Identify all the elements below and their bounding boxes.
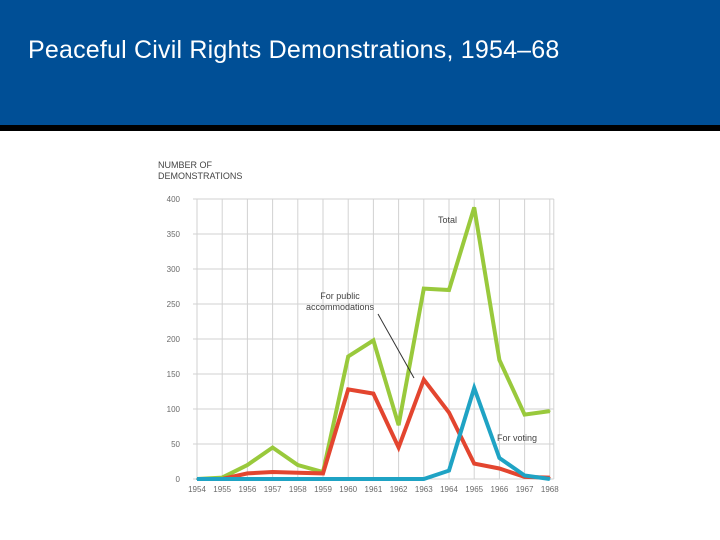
x-tick-label: 1965	[465, 485, 483, 494]
x-tick-label: 1966	[491, 485, 509, 494]
data-point-voting	[246, 478, 249, 480]
data-point-total	[523, 413, 526, 416]
data-point-public-accommodations	[297, 471, 299, 474]
x-tick-label: 1956	[239, 485, 257, 494]
data-point-voting	[423, 478, 425, 480]
data-point-voting	[196, 478, 198, 480]
y-tick-label: 350	[167, 230, 181, 239]
data-point-voting	[448, 469, 450, 472]
y-tick-label: 50	[171, 440, 180, 449]
data-point-voting	[322, 478, 324, 480]
x-tick-label: 1960	[339, 485, 357, 494]
data-point-voting	[297, 478, 299, 480]
data-point-total	[347, 355, 350, 358]
data-point-total	[423, 287, 425, 290]
data-point-public-accommodations	[473, 462, 476, 465]
y-tick-label: 100	[167, 405, 181, 414]
x-tick-label: 1957	[264, 485, 282, 494]
data-point-public-accommodations	[246, 472, 249, 475]
x-tick-label: 1958	[289, 485, 307, 494]
annotation-leader-line	[377, 313, 415, 379]
data-point-total	[498, 359, 501, 361]
y-tick-label: 250	[167, 300, 181, 309]
data-point-total	[271, 446, 274, 449]
data-point-voting	[221, 478, 223, 480]
slide-title: Peaceful Civil Rights Demonstrations, 19…	[28, 36, 560, 64]
y-tick-label: 300	[167, 265, 181, 274]
x-tick-label: 1968	[541, 485, 559, 494]
data-point-voting	[549, 478, 551, 480]
title-bar: Peaceful Civil Rights Demonstrations, 19…	[0, 0, 720, 125]
x-tick-label: 1967	[516, 485, 534, 494]
data-point-public-accommodations	[322, 472, 324, 475]
x-tick-label: 1954	[188, 485, 206, 494]
data-point-public-accommodations	[271, 471, 274, 473]
data-point-voting	[397, 478, 400, 480]
title-divider	[0, 125, 720, 131]
x-tick-label: 1955	[213, 485, 231, 494]
x-tick-label: 1964	[440, 485, 458, 494]
data-point-voting	[523, 474, 526, 477]
data-point-voting	[347, 478, 350, 480]
annotation-public-accommodations: For public	[320, 291, 360, 301]
chart-labels: 0 50 100 150 200 250 300 350 400 1954 1955 1956 1957…	[158, 160, 559, 494]
data-point-public-accommodations	[347, 388, 350, 391]
chart-series	[196, 206, 551, 481]
data-point-voting	[372, 478, 375, 480]
data-point-public-accommodations	[397, 446, 400, 449]
data-point-public-accommodations	[423, 378, 425, 381]
y-tick-label: 0	[176, 475, 181, 484]
y-axis-label: DEMONSTRATIONS	[158, 171, 242, 181]
data-point-voting	[498, 457, 501, 459]
x-tick-label: 1963	[415, 485, 433, 494]
data-point-total	[549, 410, 551, 412]
data-point-total	[473, 206, 476, 209]
annotation-public-accommodations: accommodations	[306, 302, 375, 312]
annotation-voting: For voting	[497, 433, 537, 443]
data-point-total	[297, 464, 299, 466]
data-point-public-accommodations	[498, 467, 501, 470]
data-point-total	[246, 464, 249, 466]
y-axis-label: NUMBER OF	[158, 160, 213, 170]
annotation-total: Total	[438, 215, 457, 225]
x-tick-label: 1962	[390, 485, 408, 494]
data-point-voting	[473, 387, 476, 389]
data-point-total	[372, 339, 375, 342]
data-point-voting	[271, 478, 274, 480]
data-point-total	[448, 289, 450, 291]
y-tick-label: 150	[167, 370, 181, 379]
data-point-public-accommodations	[448, 411, 450, 414]
data-point-total	[397, 424, 400, 426]
y-tick-label: 400	[167, 195, 181, 204]
data-point-public-accommodations	[372, 392, 375, 395]
x-tick-label: 1959	[314, 485, 332, 494]
y-tick-label: 200	[167, 335, 181, 344]
x-tick-label: 1961	[365, 485, 383, 494]
